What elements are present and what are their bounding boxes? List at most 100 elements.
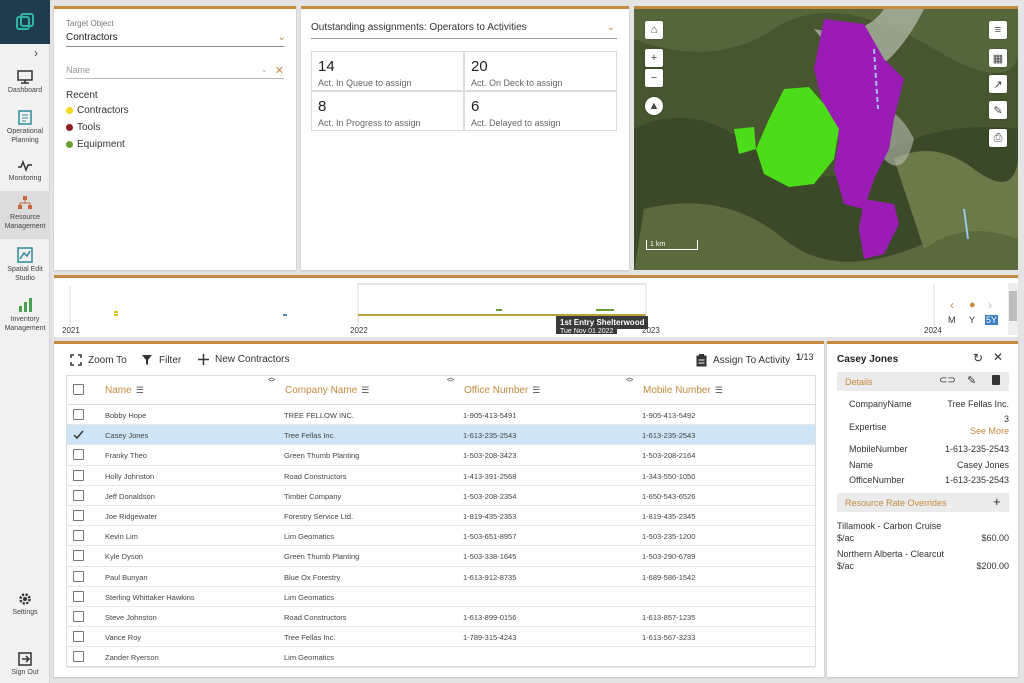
edit-icon[interactable]: ✎ <box>967 375 977 387</box>
row-checkbox[interactable] <box>73 489 84 501</box>
header-mobile[interactable]: Mobile Number ☰ <box>643 385 723 396</box>
table-row[interactable]: Kevin Lim Lim Geomatics 1-503-651-8957 1-50… <box>67 526 815 547</box>
timeline-mode-y[interactable]: Y <box>969 315 976 325</box>
add-rate-icon[interactable]: + <box>993 494 1001 509</box>
zoom-to-button[interactable]: Zoom To <box>70 354 127 366</box>
new-contractors-button[interactable]: New Contractors <box>198 354 289 365</box>
table-row[interactable]: Paul Bunyan Blue Ox Forestry 1-613-912-873… <box>67 567 815 587</box>
scrollbar-thumb[interactable] <box>1009 291 1017 321</box>
map-view[interactable]: ⌂ + − ▲ 1 km ≡ ▦ ↗ ✎ ⎙ <box>634 6 1018 270</box>
zoom-out-icon[interactable]: − <box>645 69 663 87</box>
timeline-next-icon[interactable]: › <box>988 298 992 312</box>
nav-operational-planning[interactable]: Operational Planning <box>0 105 50 145</box>
open-external-icon[interactable]: ↗ <box>989 75 1007 93</box>
compass-icon[interactable]: ▲ <box>645 97 663 115</box>
table-row[interactable]: Steve Johnston Road Constructors 1-613-899… <box>67 607 815 628</box>
outstanding-select[interactable]: Outstanding assignments: Operators to Ac… <box>311 22 617 39</box>
row-checkbox[interactable] <box>73 651 84 663</box>
nav-sign-out[interactable]: Sign Out <box>0 648 50 677</box>
timeline[interactable]: 2021 2022 2023 2024 1st Entry Shelterwoo… <box>54 275 1018 337</box>
stat-in-progress[interactable]: 8 Act. In Progress to assign <box>311 91 464 131</box>
qr-icon[interactable]: ▦ <box>989 49 1007 67</box>
row-checkbox[interactable] <box>73 510 84 521</box>
nav-dashboard[interactable]: Dashboard <box>0 66 50 95</box>
field-key: OfficeNumber <box>849 475 905 485</box>
row-checkbox[interactable] <box>73 429 84 440</box>
table-row[interactable]: Casey Jones Tree Fellas Inc. 1-613-235-254… <box>67 425 815 446</box>
table-row[interactable]: Kyle Dyson Green Thumb Planting 1-503-338-… <box>67 546 815 567</box>
column-resize-icon[interactable]: <> <box>626 377 633 384</box>
filter-button[interactable]: Filter <box>141 354 181 366</box>
rate-item[interactable]: Northern Alberta - Clearcut $/ac $200.00 <box>837 549 1009 571</box>
row-checkbox[interactable] <box>73 631 84 643</box>
draw-icon[interactable]: ✎ <box>989 101 1007 119</box>
rate-overrides-section-header[interactable]: Resource Rate Overrides + <box>837 493 1009 512</box>
stat-delayed[interactable]: 6 Act. Delayed to assign <box>464 91 617 131</box>
target-object-select[interactable]: Contractors ⌄ <box>66 32 286 47</box>
sort-icon[interactable]: ☰ <box>361 385 370 395</box>
sort-icon[interactable]: ☰ <box>714 385 723 395</box>
sort-icon[interactable]: ☰ <box>135 385 144 395</box>
column-resize-icon[interactable]: <> <box>447 377 454 384</box>
attachment-icon[interactable]: ⊂⊃ <box>939 375 956 386</box>
nav-monitoring[interactable]: Monitoring <box>0 156 50 183</box>
row-checkbox[interactable] <box>73 611 84 622</box>
stat-in-queue[interactable]: 14 Act. In Queue to assign <box>311 51 464 91</box>
row-checkbox[interactable] <box>73 570 84 582</box>
name-dropdown-icon[interactable]: ⌄ <box>260 64 268 74</box>
table-row[interactable]: Joe Ridgewater Forestry Service Ltd. 1-819… <box>67 506 815 527</box>
table-row[interactable]: Franky Theo Green Thumb Planting 1-503-208… <box>67 445 815 466</box>
menu-icon[interactable]: ≡ <box>989 21 1007 39</box>
table-row[interactable]: Vance Roy Tree Fellas Inc. 1-789-315-4243 1… <box>67 627 815 648</box>
expand-sidebar-icon[interactable]: › <box>34 46 38 60</box>
row-checkbox[interactable] <box>73 590 84 602</box>
zoom-in-icon[interactable]: + <box>645 49 663 67</box>
column-resize-icon[interactable]: <> <box>268 377 275 384</box>
table-row[interactable]: Jeff Donaldson Timber Company 1-503-208-23… <box>67 486 815 506</box>
cell-office: 1-503-338-1645 <box>463 552 517 562</box>
table-row[interactable]: Bobby Hope TREE FELLOW INC. 1-905-413-5491… <box>67 405 815 426</box>
cell-name: Zander Ryerson <box>105 653 159 663</box>
table-row[interactable]: Zander Ryerson Lim Geomatics <box>67 647 815 668</box>
row-checkbox[interactable] <box>73 449 84 461</box>
header-company[interactable]: Company Name ☰ <box>285 385 369 396</box>
app-logo[interactable] <box>0 0 50 44</box>
close-icon[interactable]: ✕ <box>993 350 1004 364</box>
recent-item-contractors[interactable]: Contractors <box>66 105 129 116</box>
header-office[interactable]: Office Number ☰ <box>464 385 540 396</box>
header-name[interactable]: Name ☰ <box>105 385 144 396</box>
recent-item-tools[interactable]: Tools <box>66 122 100 133</box>
recent-item-equipment[interactable]: Equipment <box>66 139 125 150</box>
row-checkbox[interactable] <box>73 409 84 420</box>
timeline-scrollbar[interactable] <box>1008 283 1018 335</box>
timeline-mode-m[interactable]: M <box>948 315 956 325</box>
row-checkbox[interactable] <box>73 469 84 481</box>
table-row[interactable]: Sterling Whittaker Hawkins Lim Geomatics <box>67 587 815 607</box>
row-checkbox[interactable] <box>73 550 84 562</box>
field-key: Name <box>849 460 874 470</box>
assign-to-activity-button[interactable]: Assign To Activity <box>696 354 790 367</box>
sort-icon[interactable]: ☰ <box>532 385 541 395</box>
clear-icon[interactable]: ✕ <box>274 65 284 77</box>
refresh-icon[interactable]: ↻ <box>973 351 984 365</box>
print-icon[interactable]: ⎙ <box>989 129 1007 147</box>
timeline-prev-icon[interactable]: ‹ <box>950 298 954 312</box>
row-checkbox[interactable] <box>73 530 84 542</box>
nav-spatial-edit-studio[interactable]: Spatial Edit Studio <box>0 243 50 283</box>
rate-item[interactable]: Tillamook - Carbon Cruise $/ac $60.00 <box>837 521 1009 543</box>
nav-resource-management[interactable]: Resource Management <box>0 191 50 239</box>
target-object-label: Target Object <box>66 19 114 28</box>
see-more-link[interactable]: See More <box>969 426 1009 436</box>
home-icon[interactable]: ⌂ <box>645 21 663 39</box>
nav-inventory-management[interactable]: Inventory Management <box>0 293 50 333</box>
select-all-checkbox[interactable] <box>73 384 84 395</box>
name-search-input[interactable]: Name ⌄ ✕ <box>66 64 284 79</box>
table-row[interactable]: Holly Johnston Road Constructors 1-413-391… <box>67 466 815 486</box>
stat-on-deck[interactable]: 20 Act. On Deck to assign <box>464 51 617 91</box>
delete-icon[interactable] <box>992 375 1000 385</box>
timeline-current-dot-icon[interactable]: ● <box>969 299 976 311</box>
details-section-header[interactable]: Details ⊂⊃ ✎ <box>837 372 1009 391</box>
zoom-extent-icon <box>70 354 82 366</box>
nav-settings[interactable]: Settings <box>0 588 50 617</box>
timeline-mode-5y[interactable]: 5Y <box>985 315 999 325</box>
